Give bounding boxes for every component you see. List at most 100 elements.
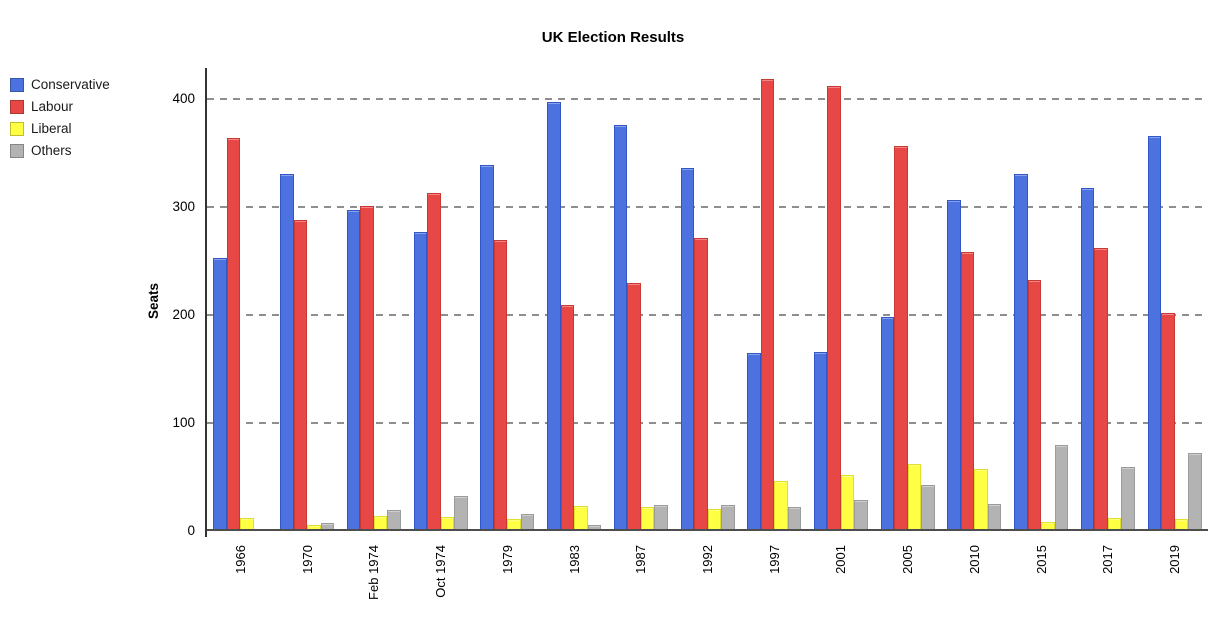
x-tick-label-1966: 1966 — [232, 545, 248, 574]
y-axis-line — [205, 68, 207, 537]
bar-labour-1987 — [627, 283, 641, 531]
bar-labour-1997 — [760, 79, 775, 531]
legend-item-conservative: Conservative — [10, 78, 110, 92]
legend-swatch-labour — [10, 100, 24, 114]
bar-liberal-feb-1974 — [373, 515, 388, 531]
x-tick-cell-2005: 2005 — [874, 545, 941, 635]
y-tick-label-0: 0 — [187, 523, 195, 538]
bar-liberal-1997 — [774, 481, 788, 531]
bar-liberal-1992 — [707, 509, 721, 531]
bar-liberal-2015 — [1041, 522, 1055, 531]
x-tick-cell-2015: 2015 — [1008, 545, 1075, 635]
gridline-100 — [207, 421, 1208, 424]
x-tick-cell-2010: 2010 — [941, 545, 1008, 635]
x-tick-label-1970: 1970 — [299, 545, 315, 574]
bar-labour-feb-1974 — [360, 205, 374, 531]
x-tick-cell-2017: 2017 — [1075, 545, 1142, 635]
bar-group-1997 — [741, 68, 808, 531]
y-tick-label-400: 400 — [172, 90, 195, 106]
bar-others-2015 — [1054, 444, 1069, 531]
x-tick-cell-1979: 1979 — [474, 545, 541, 635]
bar-liberal-2010 — [974, 469, 988, 531]
bar-conservative-1970 — [280, 174, 294, 531]
y-tick-label-300: 300 — [172, 198, 195, 214]
x-tick-label-2019: 2019 — [1167, 545, 1183, 574]
x-tick-label-oct-1974: Oct 1974 — [433, 545, 449, 598]
bar-conservative-1992 — [680, 167, 694, 531]
bar-conservative-1979 — [480, 164, 494, 531]
bar-liberal-1970 — [307, 524, 321, 531]
legend: Conservative Labour Liberal Others — [10, 78, 110, 166]
bar-labour-2015 — [1027, 280, 1042, 531]
bar-liberal-2001 — [840, 474, 855, 531]
legend-swatch-others — [10, 144, 24, 158]
bar-others-oct-1974 — [454, 496, 468, 531]
bar-group-1983 — [541, 68, 608, 531]
bar-conservative-oct-1974 — [413, 231, 428, 531]
bar-group-2005 — [874, 68, 941, 531]
x-tick-label-2015: 2015 — [1033, 545, 1049, 574]
bar-group-2001 — [808, 68, 875, 531]
x-tick-label-1992: 1992 — [700, 545, 715, 574]
bar-conservative-feb-1974 — [346, 209, 361, 531]
bar-others-2005 — [921, 484, 935, 531]
bar-conservative-1966 — [213, 257, 227, 531]
bar-others-feb-1974 — [387, 510, 401, 531]
x-tick-label-1997: 1997 — [766, 545, 782, 574]
bar-labour-2019 — [1161, 312, 1175, 531]
bar-labour-1966 — [226, 137, 241, 531]
x-axis-line — [205, 529, 1208, 531]
bar-others-1979 — [520, 513, 535, 531]
x-tick-label-2010: 2010 — [966, 545, 982, 574]
bar-conservative-1983 — [547, 101, 561, 531]
bar-conservative-2015 — [1014, 174, 1028, 531]
bar-labour-1983 — [560, 305, 575, 531]
bar-series-container — [207, 68, 1208, 531]
bar-others-2019 — [1188, 453, 1202, 531]
bar-group-oct-1974 — [407, 68, 474, 531]
bar-labour-1992 — [694, 238, 708, 531]
x-tick-label-1979: 1979 — [499, 545, 515, 574]
y-tick-label-200: 200 — [172, 306, 195, 322]
bar-others-1992 — [721, 505, 735, 531]
x-tick-label-1987: 1987 — [633, 545, 649, 574]
x-tick-label-2017: 2017 — [1100, 545, 1116, 574]
x-tick-cell-feb-1974: Feb 1974 — [340, 545, 407, 635]
bar-conservative-1987 — [613, 124, 628, 531]
bar-conservative-2005 — [880, 316, 895, 531]
bar-others-1997 — [787, 507, 802, 531]
bar-others-2010 — [987, 503, 1002, 531]
bar-liberal-oct-1974 — [440, 516, 455, 531]
x-tick-cell-1992: 1992 — [674, 545, 741, 635]
bar-group-2015 — [1008, 68, 1075, 531]
bar-conservative-1997 — [747, 352, 761, 531]
plot-area: 0 100 200 300 400 — [172, 68, 1208, 538]
bar-group-2010 — [941, 68, 1008, 531]
bar-others-2017 — [1121, 467, 1135, 531]
x-tick-cell-1970: 1970 — [274, 545, 341, 635]
bar-conservative-2017 — [1080, 188, 1095, 531]
bar-conservative-2010 — [947, 200, 961, 531]
x-axis-labels: 1966 1970 Feb 1974 Oct 1974 1979 1983 1987 1992… — [207, 545, 1208, 635]
x-tick-cell-2019: 2019 — [1141, 545, 1208, 635]
bar-conservative-2019 — [1147, 136, 1162, 531]
y-tick-label-100: 100 — [172, 414, 195, 430]
x-tick-cell-1987: 1987 — [607, 545, 674, 635]
bar-group-feb-1974 — [340, 68, 407, 531]
bar-group-1966 — [207, 68, 274, 531]
bar-labour-2017 — [1094, 247, 1108, 531]
bar-liberal-1966 — [240, 518, 254, 531]
bar-labour-1970 — [293, 219, 308, 531]
x-tick-label-2005: 2005 — [900, 545, 916, 574]
legend-label-others: Others — [31, 143, 72, 158]
bar-group-1987 — [607, 68, 674, 531]
bar-labour-2010 — [960, 252, 975, 531]
bar-liberal-2017 — [1107, 518, 1122, 531]
x-tick-cell-2001: 2001 — [808, 545, 875, 635]
x-tick-cell-oct-1974: Oct 1974 — [407, 545, 474, 635]
legend-item-others: Others — [10, 144, 110, 158]
legend-label-conservative: Conservative — [31, 77, 110, 92]
gridline-200 — [207, 313, 1208, 316]
bar-others-1987 — [654, 505, 668, 531]
